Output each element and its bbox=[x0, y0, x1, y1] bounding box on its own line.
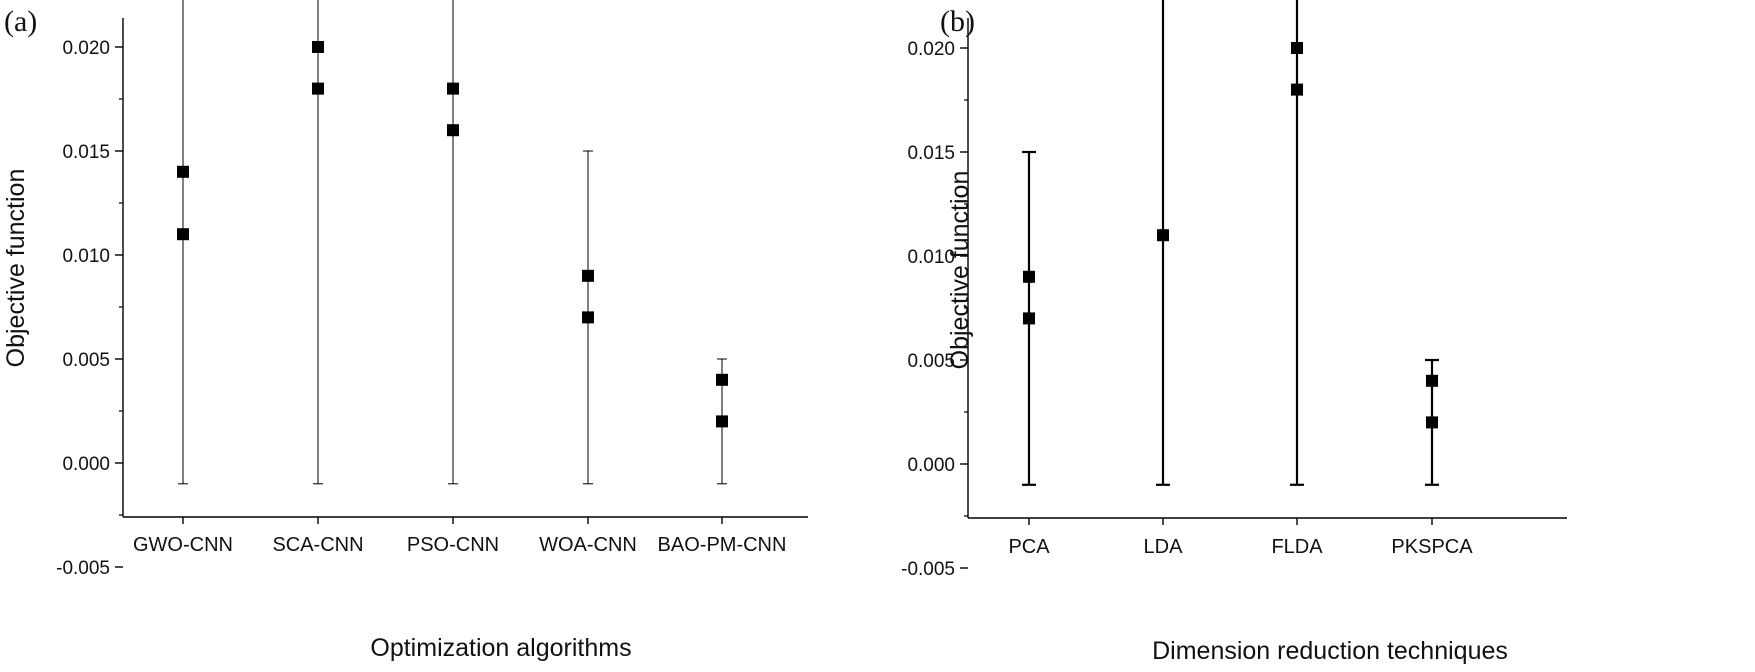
panel-a-axes: -0.0050.0000.0050.0100.0150.0200.0250.03… bbox=[56, 18, 808, 579]
panel-a-x-tick-label: PSO-CNN bbox=[407, 534, 499, 556]
panel-b-x-tick-label: PKSPCA bbox=[1391, 536, 1473, 558]
panel-b-y-tick-label: 0.010 bbox=[907, 247, 955, 268]
panel-a-y-tick-label: 0.020 bbox=[62, 38, 110, 59]
panel-b-y-tick-label: 0.000 bbox=[907, 455, 955, 476]
panel-a-x-tick-label: GWO-CNN bbox=[133, 534, 233, 556]
panel-a-y-tick-label: 0.000 bbox=[62, 454, 110, 475]
panel-a: (a) -0.0050.0000.0050.0100.0150.0200.025… bbox=[2, 0, 808, 662]
panel-a-y-tick-label: 0.005 bbox=[62, 350, 110, 371]
panel-b-markers bbox=[1023, 42, 1438, 429]
panel-a-y-tick-label: 0.015 bbox=[62, 142, 110, 163]
panel-a-x-axis-title: Optimization algorithms bbox=[370, 634, 631, 662]
data-point-square bbox=[177, 228, 189, 241]
data-point-square bbox=[1291, 42, 1303, 54]
panel-a-x-tick-label: SCA-CNN bbox=[272, 534, 363, 556]
data-point-square bbox=[1023, 312, 1035, 325]
panel-b-x-axis-title: Dimension reduction techniques bbox=[1152, 637, 1508, 665]
panel-b-errorbars bbox=[1022, 0, 1439, 486]
panel-b-y-tick-label: 0.015 bbox=[907, 143, 955, 164]
panel-b-x-tick-label: PCA bbox=[1008, 536, 1050, 558]
data-point-square bbox=[447, 124, 459, 137]
panel-b-axes: -0.0050.0000.0050.0100.0150.0200.0250.03… bbox=[901, 18, 1567, 580]
panel-b-y-tick-label: -0.005 bbox=[901, 559, 955, 580]
panel-a-markers bbox=[177, 41, 728, 428]
data-point-square bbox=[312, 82, 324, 95]
panel-a-x-tick-label: BAO-PM-CNN bbox=[658, 534, 787, 556]
data-point-square bbox=[582, 269, 594, 282]
panel-b: (b) -0.0050.0000.0050.0100.0150.0200.025… bbox=[901, 0, 1567, 665]
panel-b-y-tick-label: 0.020 bbox=[907, 39, 955, 60]
panel-b-x-tick-label: FLDA bbox=[1271, 536, 1323, 558]
panel-a-y-axis-title: Objective function bbox=[2, 169, 30, 368]
panel-b-x-tick-label: LDA bbox=[1144, 536, 1184, 558]
data-point-square bbox=[312, 41, 324, 53]
data-point-square bbox=[716, 415, 728, 428]
data-point-square bbox=[1291, 83, 1303, 96]
data-point-square bbox=[582, 311, 594, 324]
data-point-square bbox=[447, 82, 459, 95]
panel-b-y-axis-title: Objective function bbox=[946, 171, 974, 370]
data-point-square bbox=[1023, 270, 1035, 283]
panel-a-errorbars bbox=[178, 0, 727, 485]
panel-b-y-tick-label: 0.005 bbox=[907, 351, 955, 372]
data-point-square bbox=[716, 373, 728, 386]
data-point-square bbox=[1426, 416, 1438, 429]
panel-a-x-tick-label: WOA-CNN bbox=[539, 534, 637, 556]
data-point-square bbox=[1157, 229, 1169, 242]
panel-label-b: (b) bbox=[940, 5, 975, 38]
panel-a-y-tick-label: -0.005 bbox=[56, 558, 110, 579]
data-point-square bbox=[1426, 374, 1438, 387]
data-point-square bbox=[177, 165, 189, 178]
panel-label-a: (a) bbox=[4, 5, 37, 38]
panel-a-y-tick-label: 0.010 bbox=[62, 246, 110, 267]
